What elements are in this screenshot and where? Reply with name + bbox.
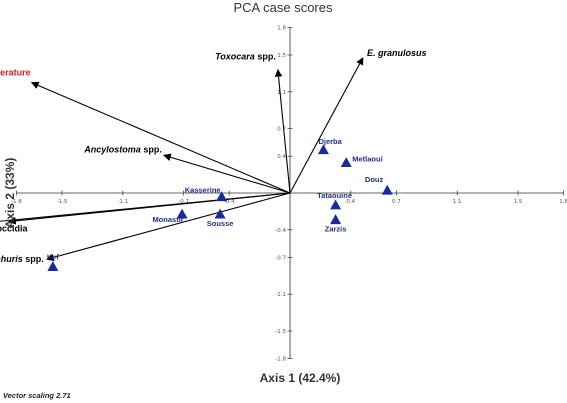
vector-label: Trichuris spp. xyxy=(0,254,44,264)
x-axis-title: Axis 1 (42.4%) xyxy=(260,371,341,385)
vector-label: Temperature xyxy=(0,68,31,78)
site-marker xyxy=(317,144,329,155)
y-tick-label: -1.5 xyxy=(275,329,286,335)
y-tick-label: 1.5 xyxy=(277,53,286,59)
site-marker xyxy=(381,184,393,195)
site-label: Djerba xyxy=(318,137,342,146)
site-label: Kasserine xyxy=(185,186,221,195)
y-tick-label: 1.1 xyxy=(277,90,286,96)
site-label: Monastir xyxy=(152,215,183,224)
site-label: Douz xyxy=(365,175,384,184)
point-layer: Djerba Metlaoui Douz Tataouine Zarzis Kasseri… xyxy=(47,137,393,271)
x-tick-label: -1.8 xyxy=(11,199,22,205)
site-marker xyxy=(216,191,228,202)
x-tick-label: -1.5 xyxy=(57,199,68,205)
site-marker xyxy=(47,261,59,271)
site-marker xyxy=(340,157,352,168)
site-label: Sousse xyxy=(207,219,234,228)
vector-label: E. granulosus xyxy=(367,48,427,58)
x-tick-label: 0.7 xyxy=(392,199,401,205)
chart-title: PCA case scores xyxy=(234,0,333,15)
x-tick-label: -0.4 xyxy=(224,199,235,205)
vector-label: Ancylostoma spp. xyxy=(83,144,162,154)
site-label: Zarzis xyxy=(325,225,347,234)
vector-arrow xyxy=(289,57,364,194)
vector-label: Toxocara spp. xyxy=(215,52,276,62)
x-tick-label: 0.4 xyxy=(346,199,355,205)
y-tick-label: 0.4 xyxy=(277,154,286,160)
site-label: Tataouine xyxy=(317,191,352,200)
site-marker xyxy=(330,214,342,225)
site-marker xyxy=(176,208,188,219)
x-tick-label: 1.8 xyxy=(559,199,567,205)
site-label: Kef xyxy=(47,253,60,262)
y-tick-label: -0.7 xyxy=(275,255,286,261)
vector-arrow xyxy=(8,192,291,225)
vector-arrow xyxy=(274,68,291,194)
y-tick-label: -1.8 xyxy=(275,357,286,363)
y-tick-label: 1.8 xyxy=(277,25,286,31)
vector-arrow xyxy=(163,153,291,194)
x-tick-label: -0.7 xyxy=(178,199,189,205)
site-marker xyxy=(214,208,226,219)
site-label: Metlaoui xyxy=(352,155,382,164)
vector-arrow xyxy=(46,192,291,262)
axes-layer: -1.8 -1.5 -1.1 -0.7 -0.4 0.4 0.7 1.1 1.5 1.8 1.8 1.… xyxy=(11,25,567,362)
y-tick-label: 0.7 xyxy=(277,127,286,133)
vector-label: Coccidia xyxy=(0,224,29,234)
x-tick-label: -1.1 xyxy=(117,199,128,205)
x-tick-label: 1.1 xyxy=(453,199,462,205)
vector-scaling-note: Vector scaling 2.71 xyxy=(3,391,71,400)
vector-arrow xyxy=(30,81,291,194)
x-tick-label: 1.5 xyxy=(514,199,523,205)
y-tick-label: -1.1 xyxy=(275,292,286,298)
y-axis-title: Axis 2 (33%) xyxy=(3,158,17,229)
vector-layer: E. granulosus Toxocara spp. Temperature Anc… xyxy=(0,48,426,264)
y-tick-label: -0.4 xyxy=(275,228,286,234)
site-marker xyxy=(330,199,342,210)
